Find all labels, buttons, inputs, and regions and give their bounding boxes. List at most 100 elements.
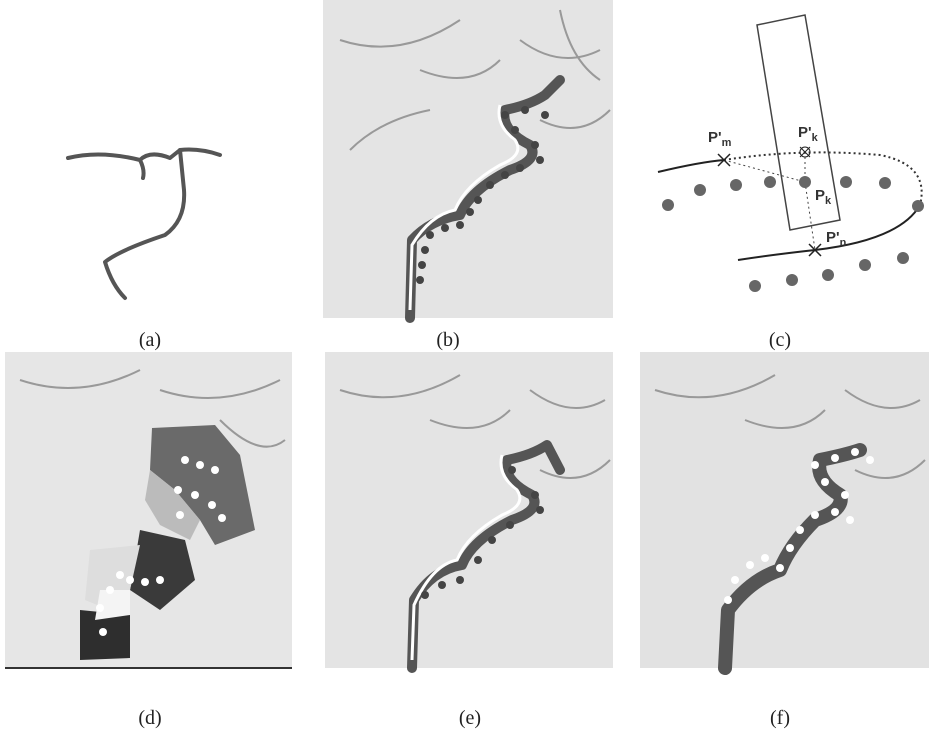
panel-f [640, 352, 929, 668]
shape [208, 501, 216, 509]
shape [821, 478, 829, 486]
shape [724, 596, 732, 604]
panel-label: (a) [139, 329, 161, 351]
label-part: P' [798, 124, 812, 141]
shape [749, 280, 761, 292]
figure: P'm P'k Pk P'n [0, 0, 929, 736]
shape [859, 259, 871, 271]
shape [474, 556, 482, 564]
shape [841, 491, 849, 499]
shape [786, 544, 794, 552]
shape [156, 576, 164, 584]
shape [126, 576, 134, 584]
shape [796, 526, 804, 534]
panel-e [325, 352, 613, 668]
shape [196, 461, 204, 469]
shape [181, 456, 189, 464]
shape [438, 581, 446, 589]
shape [776, 564, 784, 572]
shape [176, 511, 184, 519]
panel-d [5, 352, 292, 668]
point-label: P'm [708, 129, 732, 149]
label-part: k [812, 132, 819, 144]
shape [418, 261, 426, 269]
shape [879, 177, 891, 189]
shape [658, 160, 724, 172]
shape [730, 179, 742, 191]
panel-label: (e) [459, 707, 481, 729]
shape [508, 466, 516, 474]
shape [466, 208, 474, 216]
shape [851, 448, 859, 456]
shape [531, 491, 539, 499]
shape [536, 506, 544, 514]
shape [106, 586, 114, 594]
shape [866, 456, 874, 464]
label-part: P [815, 187, 825, 204]
shape [536, 156, 544, 164]
shape [800, 147, 810, 157]
shape [421, 591, 429, 599]
image [325, 352, 613, 668]
shape [662, 199, 674, 211]
shape [811, 461, 819, 469]
shape [141, 578, 149, 586]
shape [426, 231, 434, 239]
shape [746, 561, 754, 569]
shape [416, 276, 424, 284]
shape [211, 466, 219, 474]
shape [694, 184, 706, 196]
shape [501, 111, 509, 119]
label-part: k [825, 195, 832, 207]
shape [811, 511, 819, 519]
shape [846, 516, 854, 524]
panel-label: (c) [769, 329, 791, 351]
shape [541, 111, 549, 119]
point-label: P'k [798, 124, 819, 144]
shape [218, 514, 226, 522]
shape [456, 221, 464, 229]
label-part: n [840, 237, 847, 249]
panel-label: (b) [436, 329, 459, 351]
shape [174, 486, 182, 494]
shape [831, 454, 839, 462]
shape [486, 181, 494, 189]
shape [912, 200, 924, 212]
shape [474, 196, 482, 204]
shape [786, 274, 798, 286]
shape [731, 576, 739, 584]
shape [724, 160, 805, 182]
panel-label: (f) [770, 707, 790, 729]
image [323, 0, 613, 318]
shape [511, 126, 519, 134]
shape [506, 521, 514, 529]
shape [116, 571, 124, 579]
shape [421, 246, 429, 254]
panel-a [68, 150, 220, 298]
shape [831, 508, 839, 516]
shape [761, 554, 769, 562]
label-part: m [722, 137, 732, 149]
image [640, 352, 929, 668]
shape [764, 176, 776, 188]
shape [718, 154, 821, 256]
shape [441, 224, 449, 232]
shape [521, 106, 529, 114]
label-part: P' [708, 129, 722, 146]
shape [805, 182, 815, 250]
shape [799, 176, 811, 188]
shape [516, 164, 524, 172]
label-part: P' [826, 229, 840, 246]
shape [456, 576, 464, 584]
shape [501, 171, 509, 179]
shape [531, 141, 539, 149]
shape [191, 491, 199, 499]
shape [840, 176, 852, 188]
shape [96, 604, 104, 612]
shape [822, 269, 834, 281]
shape [99, 628, 107, 636]
panel-label: (d) [138, 707, 161, 729]
centerline [68, 150, 220, 298]
panel-b [323, 0, 613, 318]
point-label: Pk [815, 187, 832, 207]
